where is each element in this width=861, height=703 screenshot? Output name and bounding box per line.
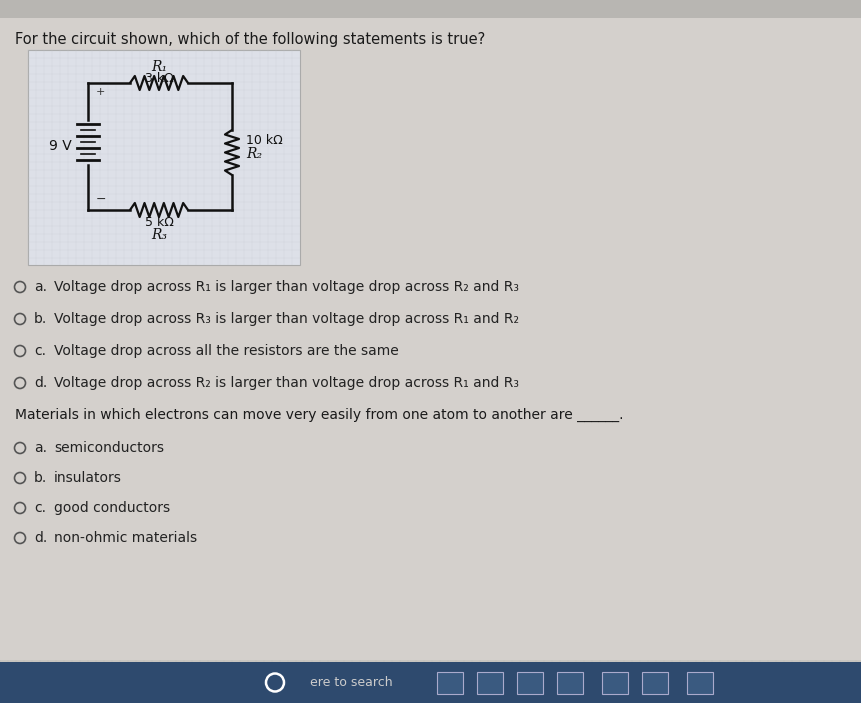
Text: 10 kΩ: 10 kΩ: [245, 134, 282, 147]
Text: 3 kΩ: 3 kΩ: [145, 72, 173, 84]
Bar: [601, 671, 628, 693]
Bar: [437, 671, 462, 693]
Bar: [28, 50, 300, 265]
Bar: [641, 671, 667, 693]
Bar: [686, 671, 712, 693]
Text: a.: a.: [34, 441, 47, 455]
Text: ere to search: ere to search: [310, 676, 392, 689]
Text: R₂: R₂: [245, 146, 262, 160]
Text: R₃: R₃: [151, 228, 167, 242]
Text: For the circuit shown, which of the following statements is true?: For the circuit shown, which of the foll…: [15, 32, 485, 47]
Bar: [556, 671, 582, 693]
Text: non-ohmic materials: non-ohmic materials: [54, 531, 197, 545]
Text: R₁: R₁: [151, 60, 167, 74]
Text: c.: c.: [34, 501, 46, 515]
Bar: [0, 0, 861, 18]
Text: Voltage drop across R₂ is larger than voltage drop across R₁ and R₃: Voltage drop across R₂ is larger than vo…: [54, 376, 518, 390]
Text: good conductors: good conductors: [54, 501, 170, 515]
Text: insulators: insulators: [54, 471, 121, 485]
Text: Voltage drop across all the resistors are the same: Voltage drop across all the resistors ar…: [54, 344, 399, 358]
Text: Voltage drop across R₃ is larger than voltage drop across R₁ and R₂: Voltage drop across R₃ is larger than vo…: [54, 312, 518, 326]
Text: −: −: [96, 193, 107, 206]
Text: 5 kΩ: 5 kΩ: [145, 216, 173, 229]
Text: semiconductors: semiconductors: [54, 441, 164, 455]
Text: b.: b.: [34, 312, 47, 326]
Text: d.: d.: [34, 376, 47, 390]
Bar: [0, 662, 861, 703]
Text: 9 V: 9 V: [48, 139, 71, 153]
Text: Materials in which electrons can move very easily from one atom to another are _: Materials in which electrons can move ve…: [15, 408, 623, 422]
Text: Voltage drop across R₁ is larger than voltage drop across R₂ and R₃: Voltage drop across R₁ is larger than vo…: [54, 280, 518, 294]
Bar: [476, 671, 503, 693]
Text: b.: b.: [34, 471, 47, 485]
Text: a.: a.: [34, 280, 47, 294]
Text: +: +: [96, 87, 105, 97]
Bar: [517, 671, 542, 693]
Text: d.: d.: [34, 531, 47, 545]
Text: c.: c.: [34, 344, 46, 358]
